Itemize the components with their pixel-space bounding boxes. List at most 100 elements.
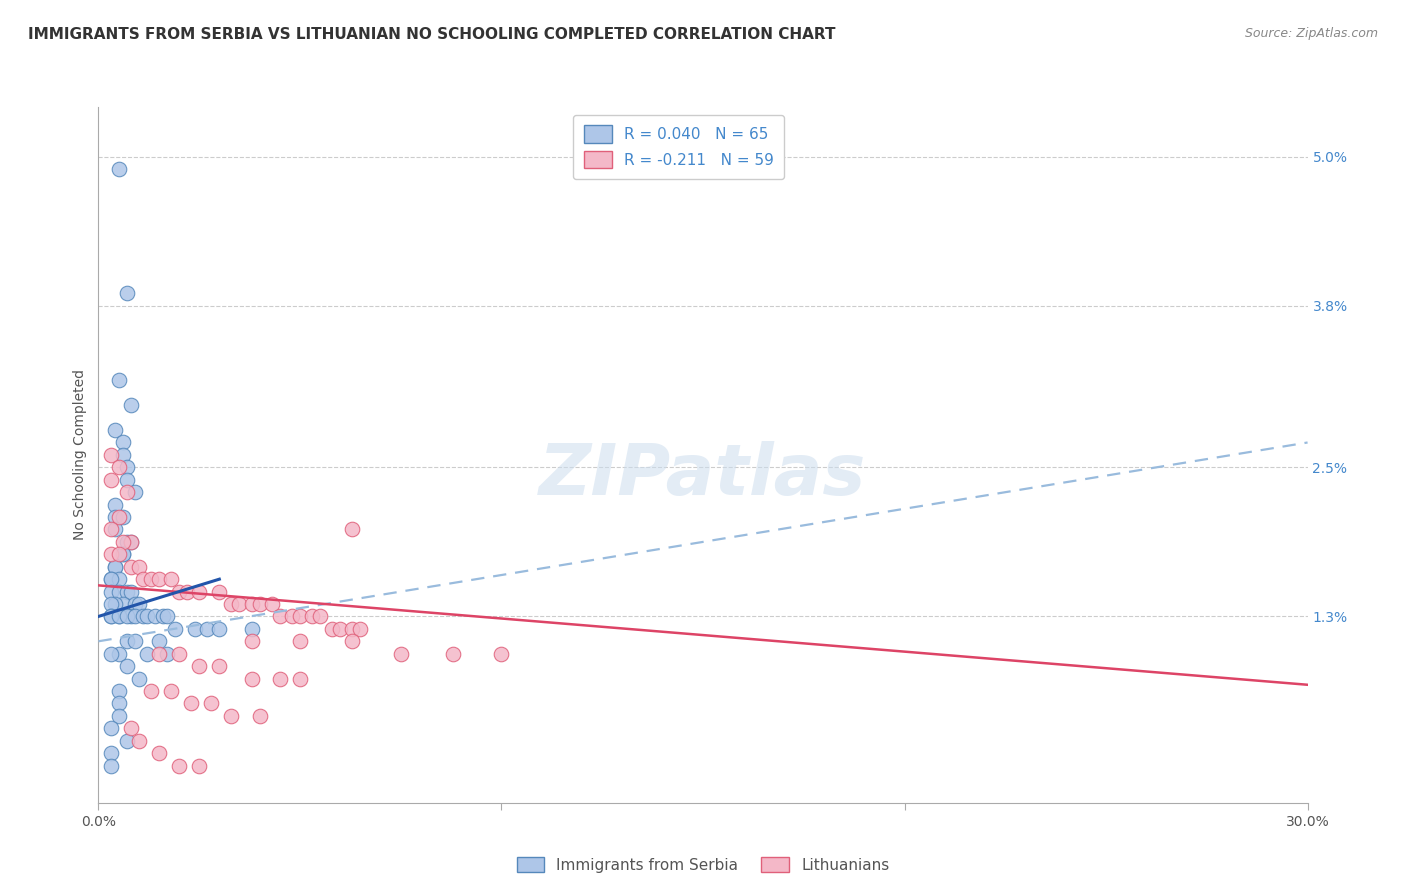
- Point: [111, 534, 134, 549]
- Point: [139, 572, 162, 586]
- Point: [115, 659, 138, 673]
- Point: [135, 609, 157, 624]
- Point: [269, 672, 291, 686]
- Point: [148, 746, 170, 760]
- Point: [107, 162, 129, 177]
- Point: [240, 634, 263, 648]
- Point: [260, 597, 283, 611]
- Point: [111, 547, 134, 561]
- Point: [100, 523, 122, 537]
- Point: [128, 559, 150, 574]
- Point: [156, 647, 179, 661]
- Point: [107, 684, 129, 698]
- Point: [321, 622, 343, 636]
- Point: [120, 609, 142, 624]
- Point: [288, 672, 311, 686]
- Point: [115, 584, 138, 599]
- Point: [124, 634, 146, 648]
- Point: [100, 572, 122, 586]
- Point: [115, 634, 138, 648]
- Point: [132, 609, 155, 624]
- Point: [103, 523, 125, 537]
- Point: [128, 672, 150, 686]
- Point: [103, 597, 125, 611]
- Point: [107, 697, 129, 711]
- Point: [100, 721, 122, 735]
- Point: [184, 622, 207, 636]
- Point: [107, 647, 129, 661]
- Point: [120, 584, 142, 599]
- Point: [111, 597, 134, 611]
- Point: [228, 597, 250, 611]
- Text: Source: ZipAtlas.com: Source: ZipAtlas.com: [1244, 27, 1378, 40]
- Point: [100, 647, 122, 661]
- Point: [100, 448, 122, 462]
- Text: IMMIGRANTS FROM SERBIA VS LITHUANIAN NO SCHOOLING COMPLETED CORRELATION CHART: IMMIGRANTS FROM SERBIA VS LITHUANIAN NO …: [28, 27, 835, 42]
- Point: [107, 460, 129, 475]
- Point: [167, 584, 190, 599]
- Point: [301, 609, 323, 624]
- Point: [163, 622, 186, 636]
- Point: [100, 609, 122, 624]
- Point: [148, 634, 170, 648]
- Point: [103, 423, 125, 437]
- Point: [107, 708, 129, 723]
- Point: [288, 609, 311, 624]
- Point: [208, 622, 231, 636]
- Point: [107, 547, 129, 561]
- Point: [100, 584, 122, 599]
- Point: [491, 647, 513, 661]
- Point: [180, 697, 202, 711]
- Point: [124, 609, 146, 624]
- Point: [115, 286, 138, 301]
- Point: [100, 572, 122, 586]
- Point: [342, 622, 364, 636]
- Point: [249, 597, 271, 611]
- Point: [115, 534, 138, 549]
- Point: [115, 473, 138, 487]
- Point: [167, 758, 190, 772]
- Point: [249, 708, 271, 723]
- Point: [195, 622, 218, 636]
- Point: [329, 622, 352, 636]
- Point: [208, 584, 231, 599]
- Point: [240, 622, 263, 636]
- Point: [111, 510, 134, 524]
- Point: [128, 733, 150, 747]
- Point: [107, 572, 129, 586]
- Point: [111, 448, 134, 462]
- Point: [100, 547, 122, 561]
- Point: [100, 473, 122, 487]
- Point: [160, 572, 183, 586]
- Point: [103, 510, 125, 524]
- Point: [100, 609, 122, 624]
- Point: [100, 758, 122, 772]
- Point: [107, 510, 129, 524]
- Point: [100, 746, 122, 760]
- Point: [269, 609, 291, 624]
- Point: [309, 609, 332, 624]
- Point: [167, 647, 190, 661]
- Point: [188, 758, 211, 772]
- Point: [143, 609, 166, 624]
- Point: [188, 659, 211, 673]
- Point: [389, 647, 412, 661]
- Legend: Immigrants from Serbia, Lithuanians: Immigrants from Serbia, Lithuanians: [510, 850, 896, 879]
- Point: [221, 597, 243, 611]
- Point: [139, 684, 162, 698]
- Point: [342, 634, 364, 648]
- Point: [107, 609, 129, 624]
- Point: [349, 622, 371, 636]
- Point: [115, 460, 138, 475]
- Point: [221, 708, 243, 723]
- Point: [160, 684, 183, 698]
- Y-axis label: No Schooling Completed: No Schooling Completed: [73, 369, 87, 541]
- Point: [152, 609, 174, 624]
- Point: [103, 559, 125, 574]
- Point: [288, 634, 311, 648]
- Point: [240, 597, 263, 611]
- Point: [148, 647, 170, 661]
- Point: [115, 733, 138, 747]
- Point: [441, 647, 464, 661]
- Point: [188, 584, 211, 599]
